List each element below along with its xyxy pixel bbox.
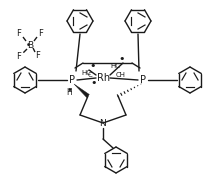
Text: N: N bbox=[99, 119, 106, 128]
Text: P: P bbox=[69, 75, 75, 85]
Polygon shape bbox=[74, 84, 89, 98]
Text: •: • bbox=[89, 61, 96, 71]
Text: B: B bbox=[27, 40, 33, 49]
Text: •: • bbox=[90, 78, 97, 88]
Text: F: F bbox=[38, 29, 43, 38]
Text: HC: HC bbox=[81, 70, 91, 76]
Text: P: P bbox=[139, 75, 145, 85]
Text: •: • bbox=[66, 85, 72, 95]
Text: •: • bbox=[26, 40, 30, 49]
Text: H: H bbox=[66, 89, 72, 98]
Text: CH: CH bbox=[115, 72, 125, 78]
Text: Rh: Rh bbox=[97, 73, 110, 83]
Text: F: F bbox=[17, 29, 21, 38]
Text: •: • bbox=[118, 54, 125, 64]
Text: F: F bbox=[17, 53, 21, 61]
Text: HC: HC bbox=[110, 63, 119, 69]
Text: F: F bbox=[35, 51, 40, 59]
Text: C: C bbox=[87, 72, 92, 78]
